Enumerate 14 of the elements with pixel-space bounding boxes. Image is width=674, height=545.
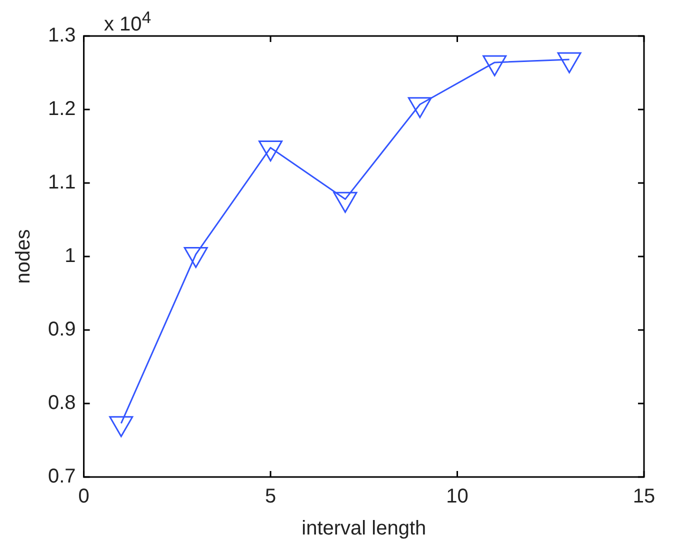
y-tick-label: 0.9 xyxy=(48,318,76,341)
x-axis-title: interval length xyxy=(302,518,426,540)
y-tick-label: 1.2 xyxy=(48,98,76,120)
y-tick-label: 0.8 xyxy=(48,392,76,414)
y-tick-label: 1 xyxy=(64,245,76,268)
text: x 10$^{4}$ xyxy=(104,8,152,37)
y-tick-label: 1.1 xyxy=(48,172,76,194)
x-tick-label: 5 xyxy=(264,486,276,508)
x-tick-label: 15 xyxy=(632,486,656,508)
x-tick-label: 10 xyxy=(446,486,468,508)
y-axis-title: nodes xyxy=(12,229,35,284)
y-tick-label: 1.3 xyxy=(48,24,76,47)
y-tick-label: 0.7 xyxy=(48,466,76,488)
x-tick-label: 0 xyxy=(78,486,90,508)
